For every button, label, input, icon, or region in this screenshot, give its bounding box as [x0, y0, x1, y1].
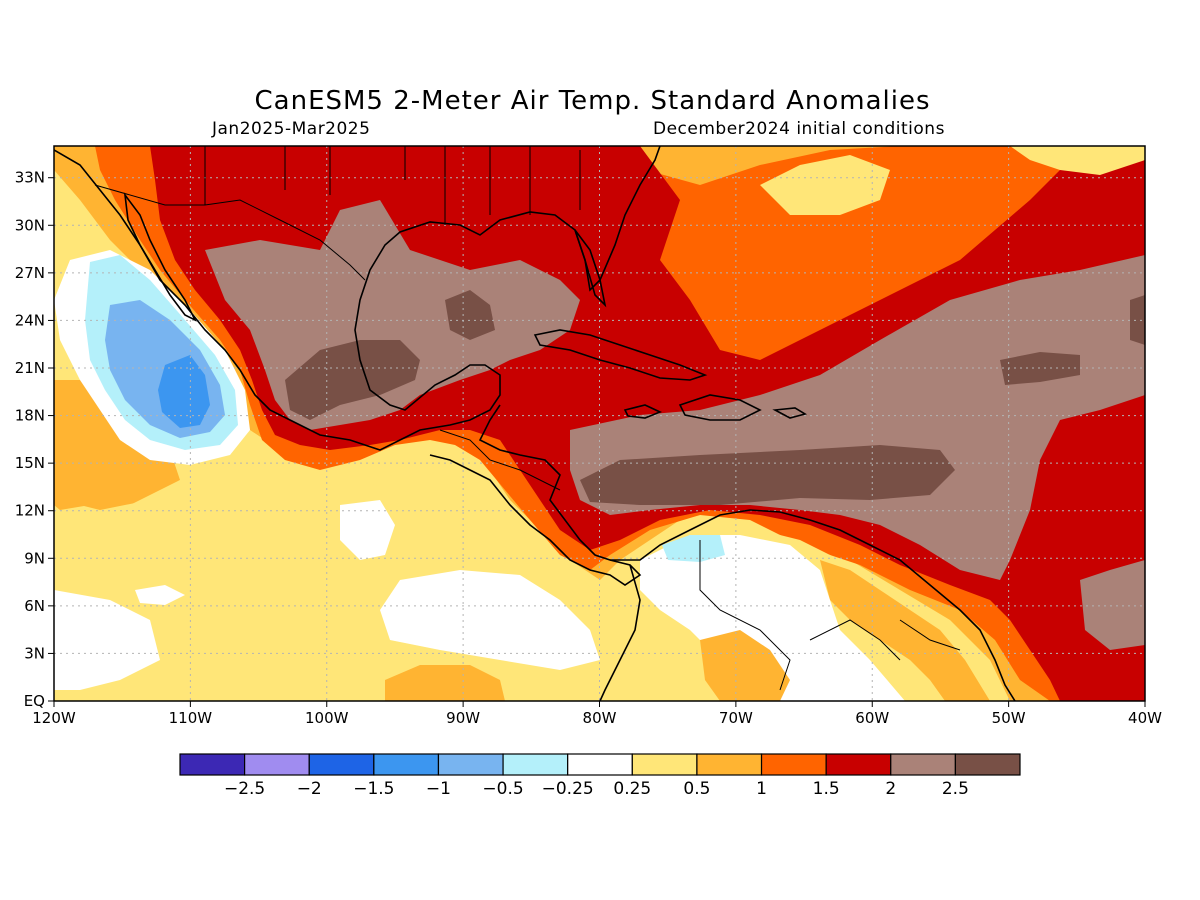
- colorbar-label: 1: [756, 779, 767, 799]
- border-south-america: [699, 540, 961, 691]
- anomaly-level-1-sa: [820, 560, 990, 701]
- border-central-america: [439, 429, 561, 491]
- lat-tick-label: 18N: [15, 407, 45, 425]
- gridlines: [54, 146, 1145, 701]
- coastlines: [54, 146, 1016, 701]
- lat-tick-label: 27N: [15, 264, 45, 282]
- chart-title: CanESM5 2-Meter Air Temp. Standard Anoma…: [254, 86, 931, 116]
- coast-puerto-rico: [772, 407, 808, 419]
- anomaly-level-minus-1-5: [158, 355, 210, 428]
- lat-tick-label: 12N: [15, 502, 45, 520]
- lon-tick-label: 60W: [855, 709, 889, 727]
- colorbar-label: 0.25: [613, 779, 651, 799]
- anomaly-level-0-5-north: [760, 155, 890, 215]
- anomaly-level-2-5-east: [1080, 560, 1145, 650]
- coast-cuba: [533, 329, 708, 381]
- initial-conditions: December2024 initial conditions: [653, 119, 945, 139]
- colorbar-label: −0.25: [542, 779, 594, 799]
- colorbar-label: 1.5: [813, 779, 840, 799]
- lat-tick-label: 9N: [24, 549, 45, 567]
- colorbar-swatch: [954, 753, 1021, 776]
- lon-tick-label: 70W: [719, 709, 753, 727]
- colorbar: −2.5 −2 −1.5 −1 −0.5 −0.25 0.25 0.5 1 1.5 2 2.5: [179, 753, 1021, 799]
- colorbar-swatch: [373, 753, 440, 776]
- lon-tick-label: 40W: [1128, 709, 1162, 727]
- anomaly-neutral-pacific: [380, 570, 600, 670]
- lat-tick-label: 30N: [15, 216, 45, 234]
- lat-tick-label: 3N: [24, 644, 45, 662]
- lon-tick-label: 50W: [992, 709, 1026, 727]
- anomaly-neutral-small1: [340, 500, 395, 560]
- coast-florida: [574, 229, 607, 308]
- political-borders: [94, 146, 961, 691]
- anomaly-core-caribbean: [580, 445, 955, 505]
- anomaly-core-gulf: [445, 290, 495, 340]
- colorbar-swatch: [244, 753, 310, 776]
- colorbar-swatch: [825, 753, 892, 776]
- lat-tick-label: EQ: [24, 692, 45, 710]
- colorbar-label: 2.5: [942, 779, 969, 799]
- coast-south-america-west: [599, 564, 641, 701]
- coast-north-america: [54, 146, 661, 451]
- lat-tick-label: 24N: [15, 311, 45, 329]
- valid-period: Jan2025-Mar2025: [212, 119, 371, 139]
- anomaly-blue-carib: [662, 535, 725, 562]
- colorbar-label: −1.5: [353, 779, 394, 799]
- colorbar-swatch: [437, 753, 504, 776]
- colorbar-label: 2: [885, 779, 896, 799]
- colorbar-swatch: [179, 753, 246, 776]
- anomaly-level-1-west2: [54, 420, 140, 510]
- axis-ticks: 120W 110W 100W 90W 80W 70W 60W 50W 40W EQ 3N 6N 9N 12…: [15, 169, 1162, 727]
- lon-tick-label: 80W: [583, 709, 617, 727]
- anomaly-neutral-pacific2: [54, 590, 160, 690]
- colorbar-label: −2.5: [224, 779, 265, 799]
- colorbar-swatch: [567, 753, 633, 776]
- colorbar-label: −0.5: [482, 779, 523, 799]
- anomaly-neutral-small2: [135, 585, 185, 605]
- coast-jamaica: [623, 404, 663, 419]
- colorbar-swatch: [308, 753, 375, 776]
- coast-baja: [123, 192, 197, 322]
- colorbar-swatch: [502, 753, 569, 776]
- lon-tick-label: 120W: [32, 709, 76, 727]
- lat-tick-label: 6N: [24, 597, 45, 615]
- anomaly-core-mexico: [285, 340, 420, 420]
- anomaly-level-0-5-ne: [1010, 146, 1145, 175]
- colorbar-swatch: [696, 753, 763, 776]
- border-us-mexico: [94, 184, 366, 281]
- colorbar-swatch: [890, 753, 956, 776]
- lat-tick-label: 21N: [15, 359, 45, 377]
- colorbar-swatch: [631, 753, 698, 776]
- colorbar-label: −2: [297, 779, 322, 799]
- coast-south-america: [610, 509, 1016, 701]
- coast-hispaniola: [678, 394, 762, 421]
- colorbar-label: −1: [426, 779, 451, 799]
- lon-tick-label: 90W: [446, 709, 480, 727]
- anomaly-core-east: [1130, 295, 1145, 345]
- border-us-states: [204, 146, 581, 225]
- colorbar-swatch: [760, 753, 827, 776]
- lon-tick-label: 100W: [305, 709, 349, 727]
- anomaly-level-1-sa2: [700, 630, 790, 701]
- anomaly-neutral-sa: [640, 535, 905, 701]
- anomaly-level-1-pac: [385, 665, 505, 701]
- lat-tick-label: 33N: [15, 169, 45, 187]
- colorbar-label: 0.5: [683, 779, 710, 799]
- lon-tick-label: 110W: [169, 709, 213, 727]
- lat-tick-label: 15N: [15, 454, 45, 472]
